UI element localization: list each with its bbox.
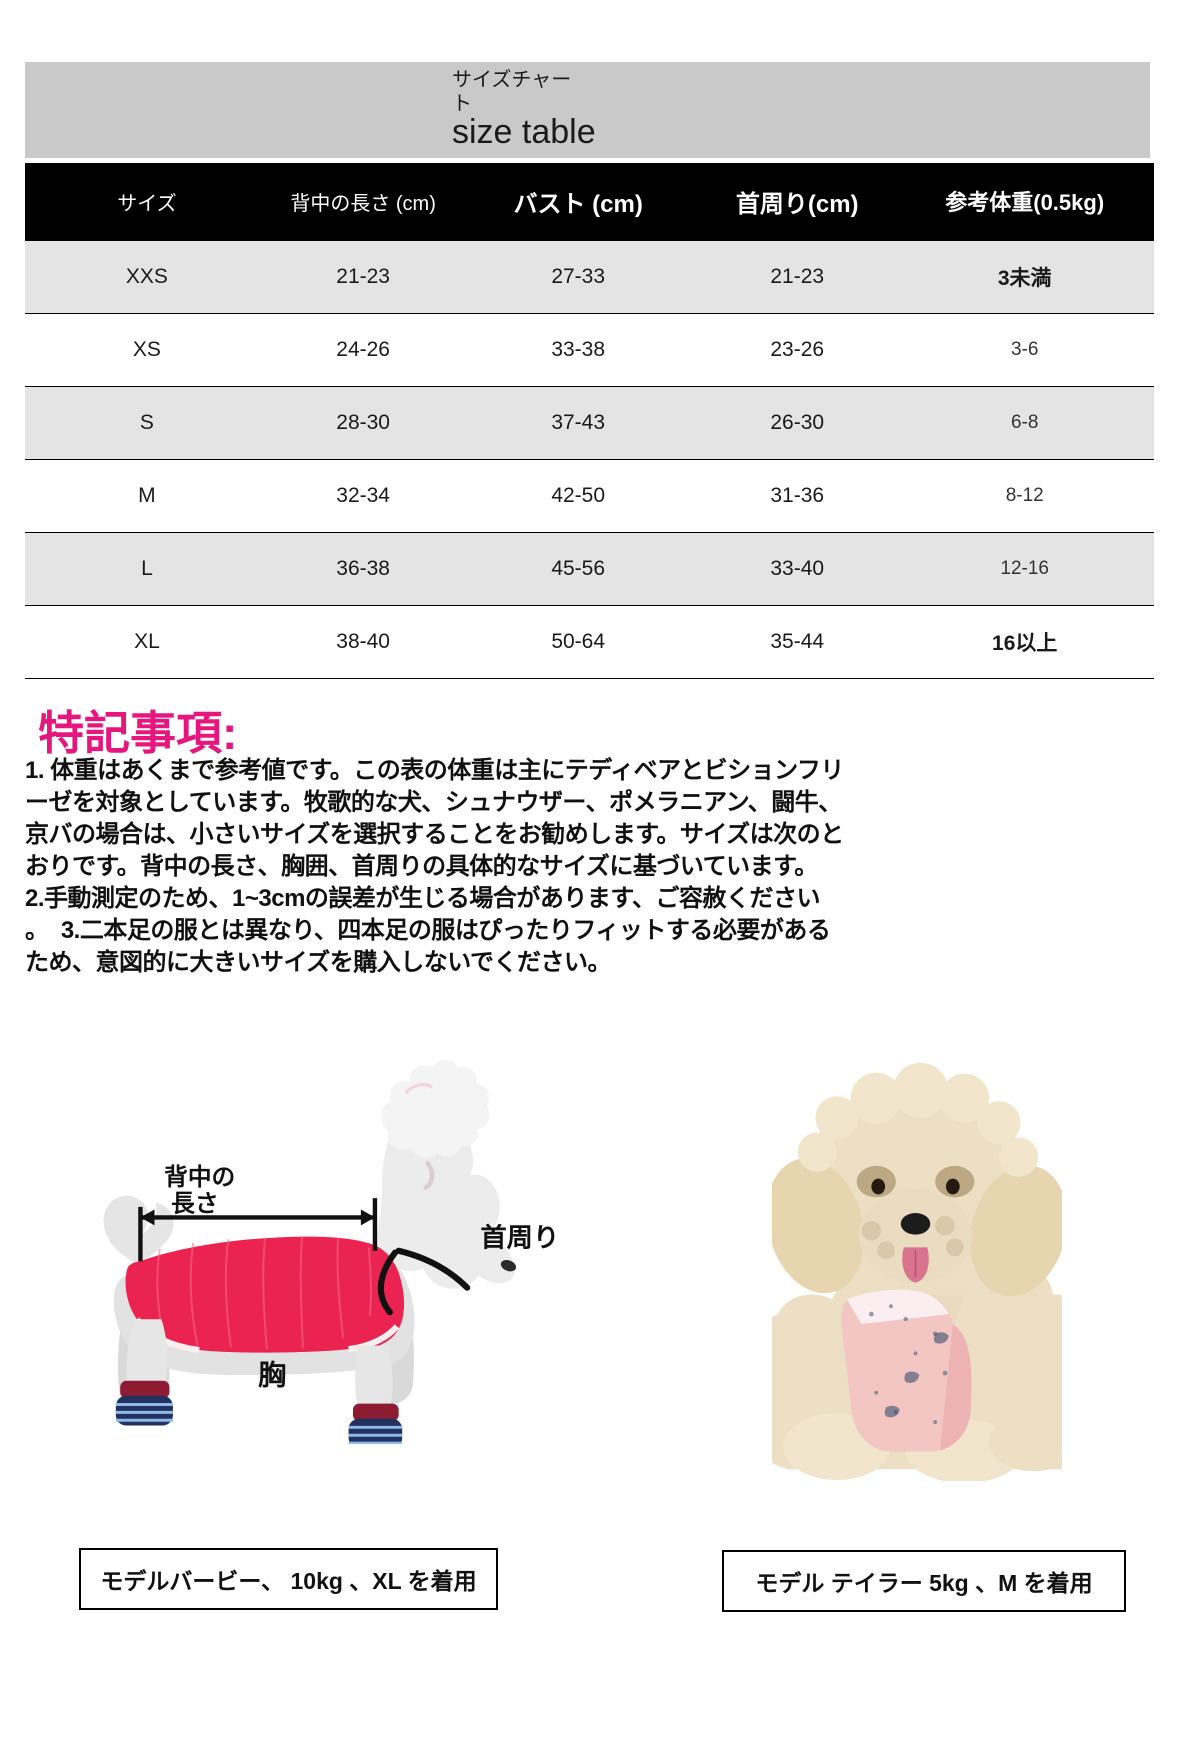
svg-text:長さ: 長さ — [171, 1191, 218, 1217]
svg-text:背中の: 背中の — [164, 1164, 235, 1191]
svg-text:首周り: 首周り — [480, 1222, 555, 1252]
svg-text:胸: 胸 — [258, 1359, 286, 1390]
